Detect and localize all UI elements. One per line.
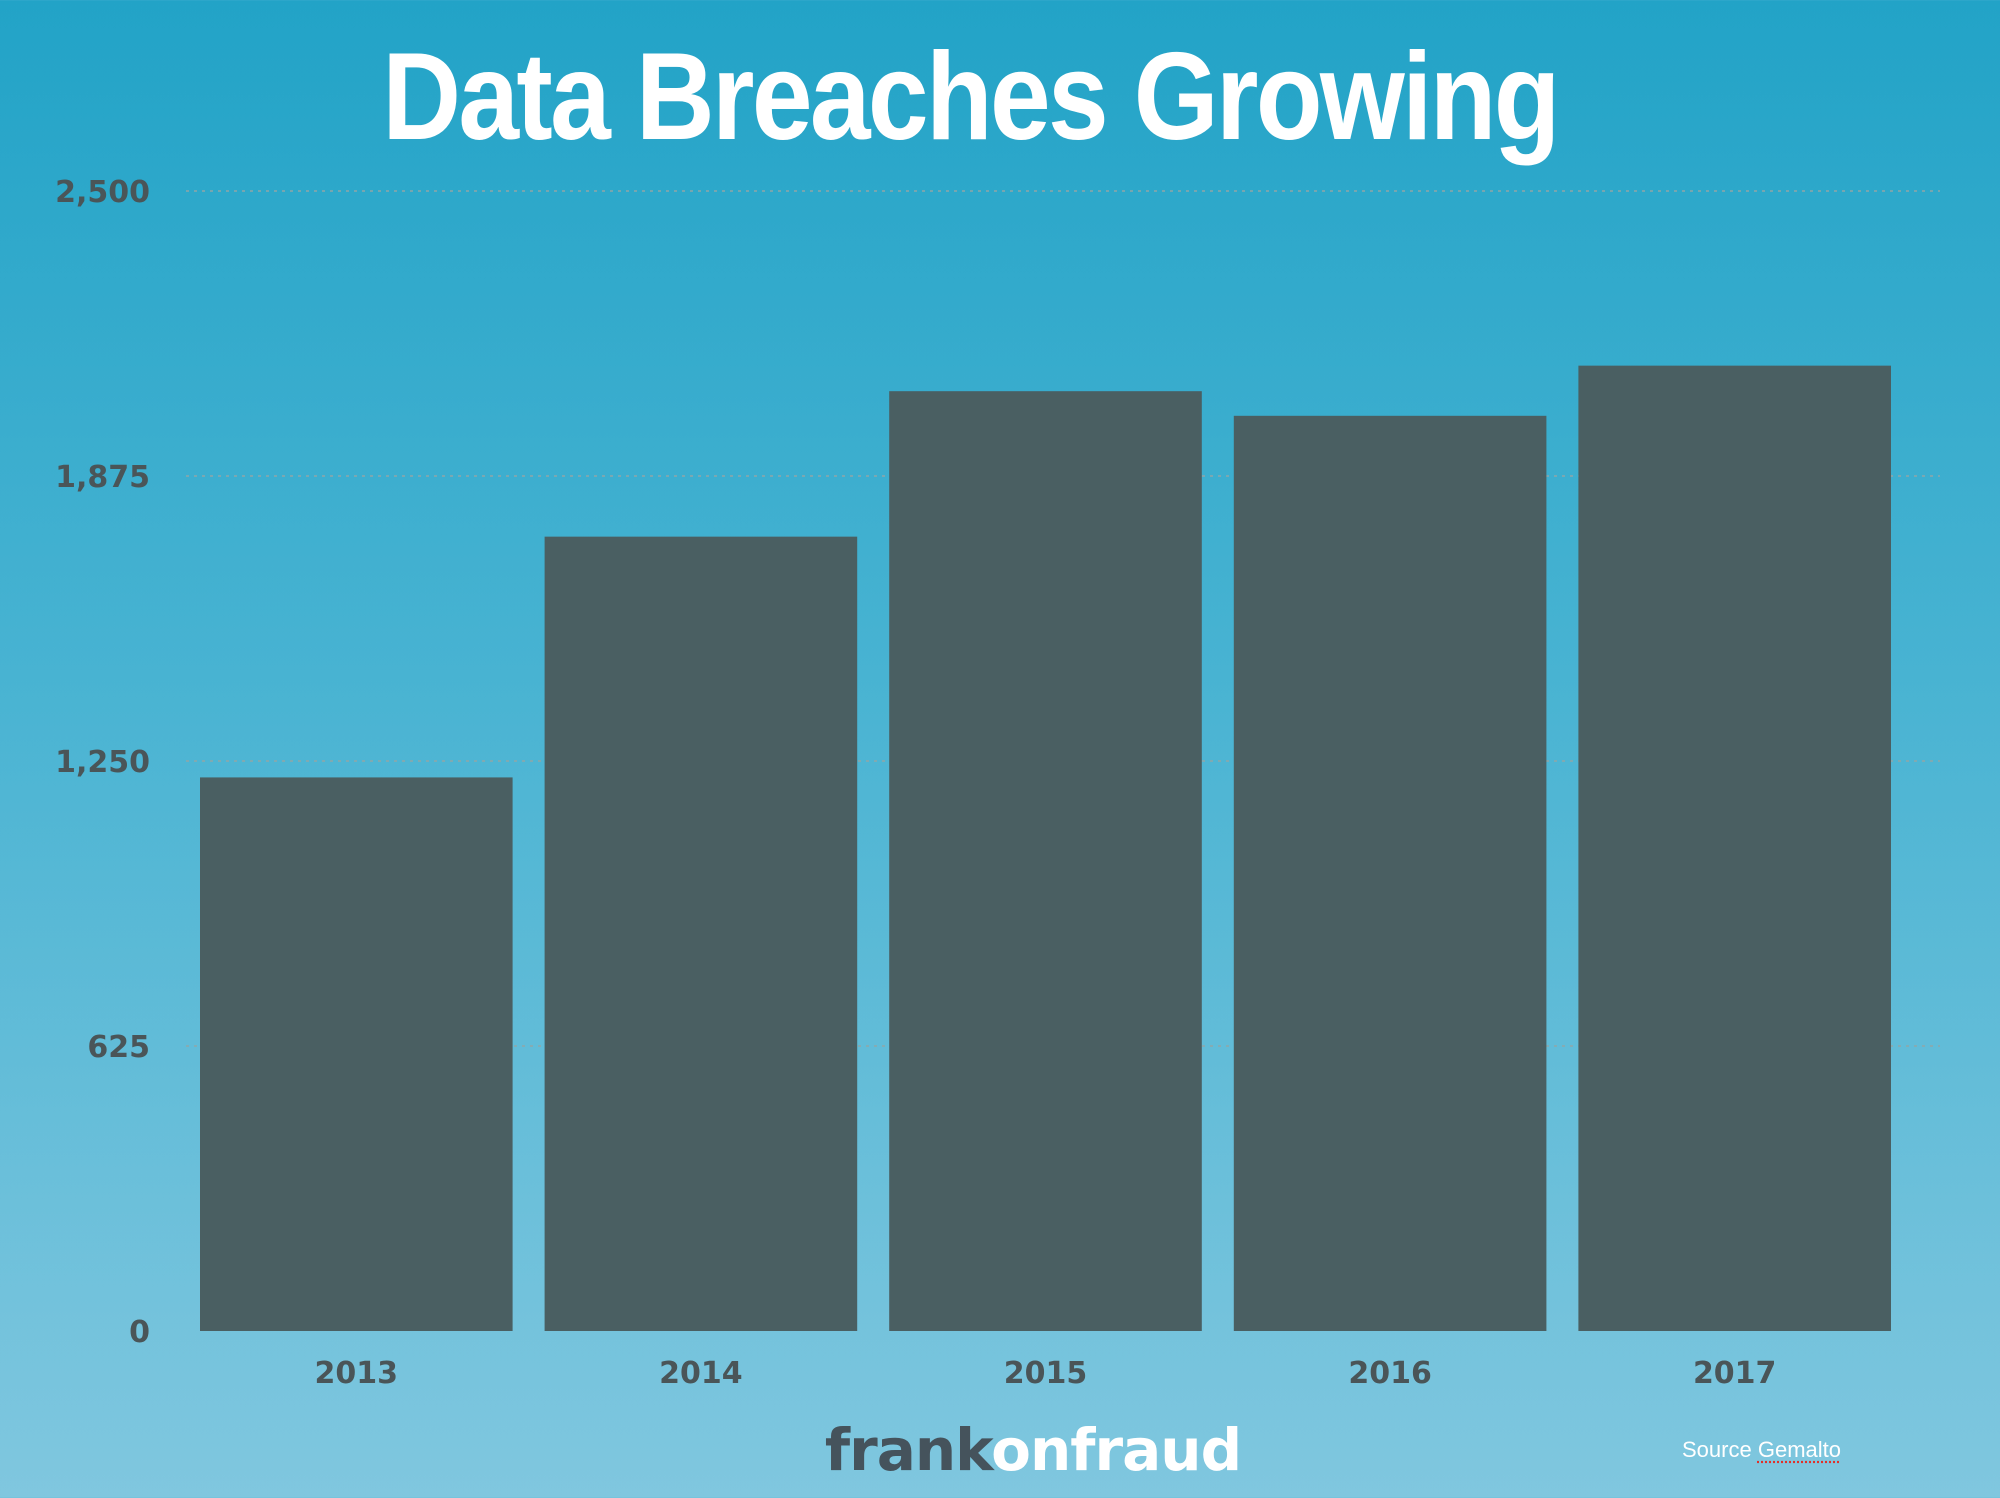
- bar-2016: [1233, 415, 1547, 1332]
- source-name: Gemalto: [1757, 1437, 1841, 1462]
- bar-2015: [889, 391, 1202, 1332]
- bars: [200, 365, 1891, 1332]
- brand-logo: frankonfraud: [0, 1410, 2000, 1490]
- x-tick-label: 2016: [1348, 1356, 1432, 1391]
- x-tick-label: 2015: [1004, 1356, 1088, 1391]
- bar-2014: [544, 536, 858, 1331]
- bar-2013: [200, 777, 513, 1331]
- source-note: Source Gemalto: [1682, 1436, 1841, 1464]
- y-tick-label: 0: [129, 1315, 150, 1350]
- x-axis-tick-labels: 2013 2014 2015 2016 2017: [315, 1356, 1777, 1391]
- x-tick-label: 2014: [659, 1356, 743, 1391]
- y-tick-label: 2,500: [55, 175, 150, 210]
- source-prefix: Source: [1682, 1437, 1752, 1462]
- y-tick-label: 625: [87, 1030, 150, 1065]
- chart-title: Data Breaches Growing: [382, 28, 1560, 166]
- brand-logo-part-onfraud: onfraud: [991, 1416, 1242, 1484]
- brand-logo-part-frank: frank: [824, 1416, 992, 1484]
- x-tick-label: 2017: [1693, 1356, 1777, 1391]
- bar-2017: [1578, 365, 1891, 1331]
- y-axis-tick-labels: 0 625 1,250 1,875 2,500: [55, 175, 150, 1350]
- y-tick-label: 1,250: [55, 745, 150, 780]
- y-tick-label: 1,875: [55, 460, 150, 495]
- x-tick-label: 2013: [315, 1356, 399, 1391]
